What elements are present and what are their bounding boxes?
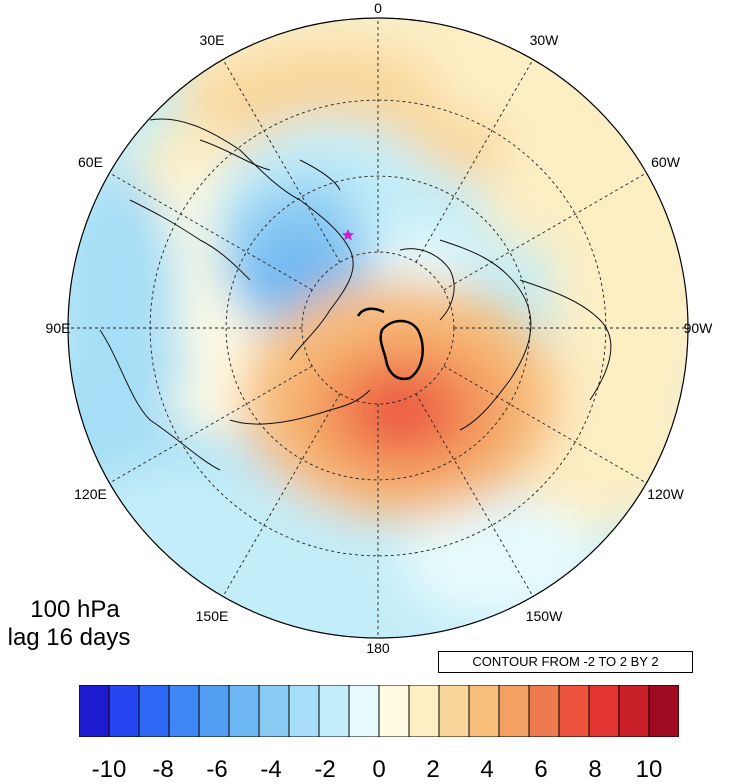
station-marker: [342, 229, 354, 241]
lon-label: 150W: [525, 607, 563, 624]
colorbar-cell: [498, 685, 530, 737]
colorbar-tick-label: 10: [635, 756, 663, 783]
colorbar-cell: [258, 685, 290, 737]
lon-label: 120W: [647, 486, 684, 502]
colorbar-tick-label: 6: [534, 756, 548, 783]
contour-info-box: CONTOUR FROM -2 TO 2 BY 2: [438, 651, 693, 673]
lon-label: 30W: [529, 32, 559, 49]
colorbar-tick-label: -10: [91, 756, 127, 783]
lon-label: 180: [366, 640, 390, 656]
colorbar-cell: [528, 685, 560, 737]
lon-label: 90E: [45, 320, 71, 336]
disk-border: [67, 17, 689, 639]
colorbar-cell: [138, 685, 170, 737]
colorbar-cell: [558, 685, 590, 737]
zero-contour-small: [356, 307, 385, 317]
colorbar-tick-label: -8: [152, 756, 174, 783]
colorbar-cell: [318, 685, 350, 737]
colorbar-cell: [588, 685, 620, 737]
colorbar-tick-label: 0: [372, 756, 386, 783]
lon-label: 30E: [199, 32, 225, 49]
lon-label: 150E: [195, 607, 229, 624]
lon-label: 120E: [74, 486, 107, 502]
lon-label: 90W: [683, 320, 713, 336]
colorbar-tick-label: -6: [206, 756, 228, 783]
colorbar-tick-label: 4: [480, 756, 494, 783]
colorbar-cell: [168, 685, 200, 737]
colorbar-tick-label: -4: [260, 756, 282, 783]
colorbar: [79, 685, 679, 737]
lon-label: 0: [374, 0, 382, 16]
colorbar-cell: [288, 685, 320, 737]
colorbar-tick-label: 2: [426, 756, 440, 783]
colorbar-cell: [438, 685, 470, 737]
colorbar-cell: [79, 685, 110, 737]
colorbar-tick-label: 8: [588, 756, 602, 783]
colorbar-cell: [648, 685, 679, 737]
colorbar-cell: [618, 685, 650, 737]
colorbar-cell: [408, 685, 440, 737]
colorbar-cell: [378, 685, 410, 737]
field-layer: [68, 18, 688, 638]
level-label: 100 hPa: [30, 596, 120, 623]
lag-label: lag 16 days: [7, 624, 131, 651]
zero-contour: [379, 319, 424, 381]
colorbar-cell: [108, 685, 140, 737]
colorbar-cell: [468, 685, 500, 737]
colorbar-cell: [228, 685, 260, 737]
colorbar-cell: [198, 685, 230, 737]
colorbar-tick-label: -2: [314, 756, 336, 783]
colorbar-cell: [348, 685, 380, 737]
lon-label: 60W: [651, 154, 680, 170]
lon-label: 60E: [78, 154, 103, 170]
